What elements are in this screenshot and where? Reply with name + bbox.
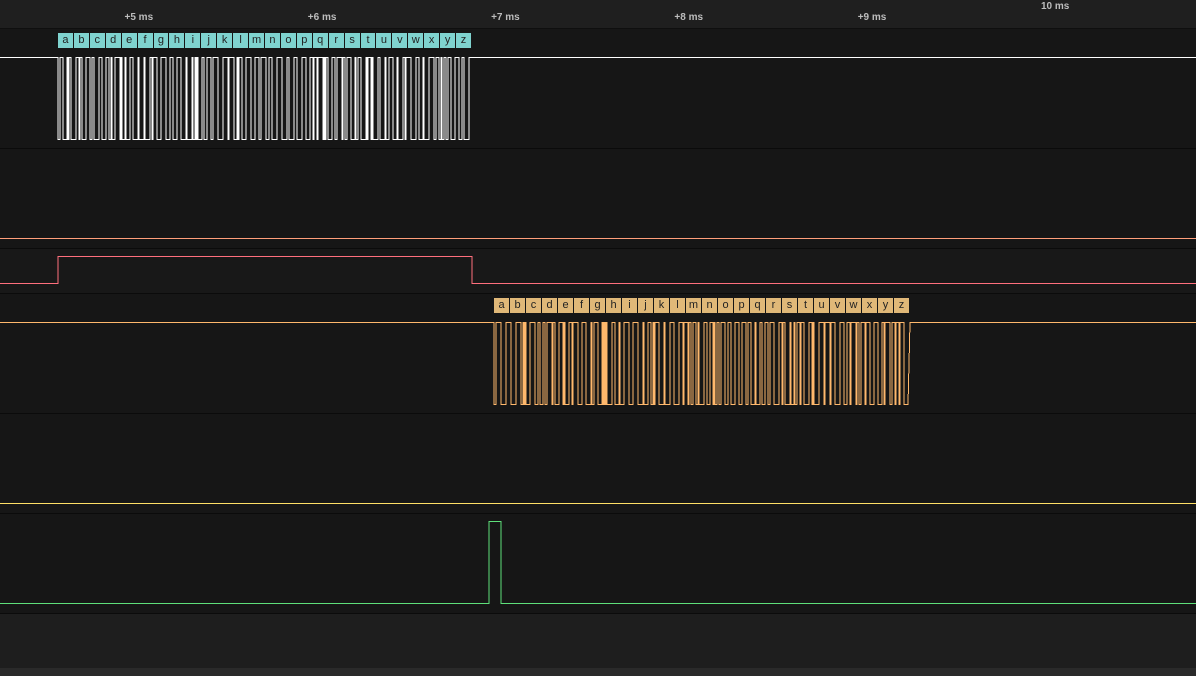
- decoded-symbol[interactable]: s: [782, 298, 797, 313]
- time-tick-label: 10 ms: [1041, 1, 1070, 12]
- decoded-symbol[interactable]: j: [201, 33, 217, 48]
- decoded-symbol[interactable]: m: [686, 298, 701, 313]
- decoded-symbol[interactable]: e: [558, 298, 573, 313]
- channel-row-ch4[interactable]: [0, 414, 1196, 514]
- decoded-symbol[interactable]: x: [862, 298, 877, 313]
- decoded-symbol[interactable]: n: [702, 298, 717, 313]
- decoded-symbol[interactable]: g: [590, 298, 605, 313]
- serial-signal-trace: [0, 322, 1196, 405]
- time-ruler[interactable]: +5 ms +6 ms +7 ms +8 ms +9 ms 10 ms: [0, 0, 1196, 29]
- decoded-symbol[interactable]: a: [58, 33, 73, 48]
- channel-row-ch5[interactable]: [0, 514, 1196, 614]
- waveform-ch0: [0, 57, 1196, 140]
- decoded-symbol[interactable]: v: [830, 298, 845, 313]
- decoded-symbol[interactable]: n: [265, 33, 280, 48]
- time-tick-label: +7 ms: [491, 12, 520, 23]
- channel-row-ch2[interactable]: [0, 249, 1196, 294]
- decoded-symbol[interactable]: f: [574, 298, 589, 313]
- decoded-symbol[interactable]: e: [121, 33, 137, 48]
- decoded-symbol[interactable]: k: [217, 33, 233, 48]
- decoded-symbol[interactable]: c: [89, 33, 105, 48]
- decoded-symbol[interactable]: c: [526, 298, 541, 313]
- decoded-symbol[interactable]: v: [392, 33, 408, 48]
- decoded-symbol[interactable]: y: [440, 33, 456, 48]
- decoded-symbol[interactable]: h: [169, 33, 185, 48]
- waveform-ch4: [0, 503, 1196, 504]
- serial-signal-trace: [0, 57, 1196, 140]
- pulse-signal-trace: [0, 256, 1196, 284]
- decoded-symbol[interactable]: w: [846, 298, 861, 313]
- decoded-symbol[interactable]: m: [249, 33, 264, 48]
- decoded-symbol[interactable]: t: [798, 298, 813, 313]
- decoded-symbol[interactable]: t: [360, 33, 376, 48]
- time-tick-label: +5 ms: [124, 12, 154, 23]
- decoded-symbol[interactable]: s: [344, 33, 360, 48]
- decoded-symbol[interactable]: q: [750, 298, 765, 313]
- decoded-symbol[interactable]: b: [510, 298, 525, 313]
- decoded-symbol[interactable]: l: [670, 298, 685, 313]
- decoded-symbol[interactable]: j: [638, 298, 653, 313]
- waveform-ch3: [0, 322, 1196, 405]
- decoded-symbol[interactable]: z: [894, 298, 909, 313]
- decoded-symbol[interactable]: r: [766, 298, 781, 313]
- decoded-symbol[interactable]: p: [296, 33, 312, 48]
- empty-channel-area: [0, 614, 1196, 668]
- waveform-ch1: [0, 238, 1196, 239]
- decoded-symbol[interactable]: p: [734, 298, 749, 313]
- time-tick-label: +9 ms: [857, 12, 887, 23]
- decoded-symbol[interactable]: h: [606, 298, 621, 313]
- decoded-symbol[interactable]: f: [137, 33, 153, 48]
- decoded-symbol[interactable]: a: [494, 298, 509, 313]
- waveform-ch5: [0, 521, 1196, 604]
- decoded-symbol[interactable]: o: [718, 298, 733, 313]
- decoded-symbol[interactable]: r: [328, 33, 344, 48]
- decoded-symbol[interactable]: o: [280, 33, 296, 48]
- decoded-symbol[interactable]: b: [73, 33, 89, 48]
- decoded-symbol[interactable]: w: [408, 33, 424, 48]
- decoded-symbol[interactable]: q: [312, 33, 328, 48]
- decoded-symbol[interactable]: u: [814, 298, 829, 313]
- decoded-symbol[interactable]: l: [233, 33, 249, 48]
- time-tick-label: +8 ms: [674, 12, 704, 23]
- horizontal-scrollbar[interactable]: [0, 668, 1196, 676]
- decoded-symbol[interactable]: i: [622, 298, 637, 313]
- waveform-ch2: [0, 256, 1196, 284]
- decoded-symbol[interactable]: d: [105, 33, 121, 48]
- decoded-symbol[interactable]: x: [424, 33, 440, 48]
- decoded-symbol[interactable]: y: [878, 298, 893, 313]
- decoded-symbol[interactable]: z: [456, 33, 471, 48]
- decoded-symbol[interactable]: d: [542, 298, 557, 313]
- decoded-symbol[interactable]: u: [376, 33, 392, 48]
- decoded-symbol[interactable]: i: [185, 33, 201, 48]
- channel-row-ch1[interactable]: [0, 149, 1196, 249]
- decoded-symbol[interactable]: g: [153, 33, 169, 48]
- decoded-symbol[interactable]: k: [654, 298, 669, 313]
- pulse-signal-trace: [0, 521, 1196, 604]
- time-tick-label: +6 ms: [307, 12, 337, 23]
